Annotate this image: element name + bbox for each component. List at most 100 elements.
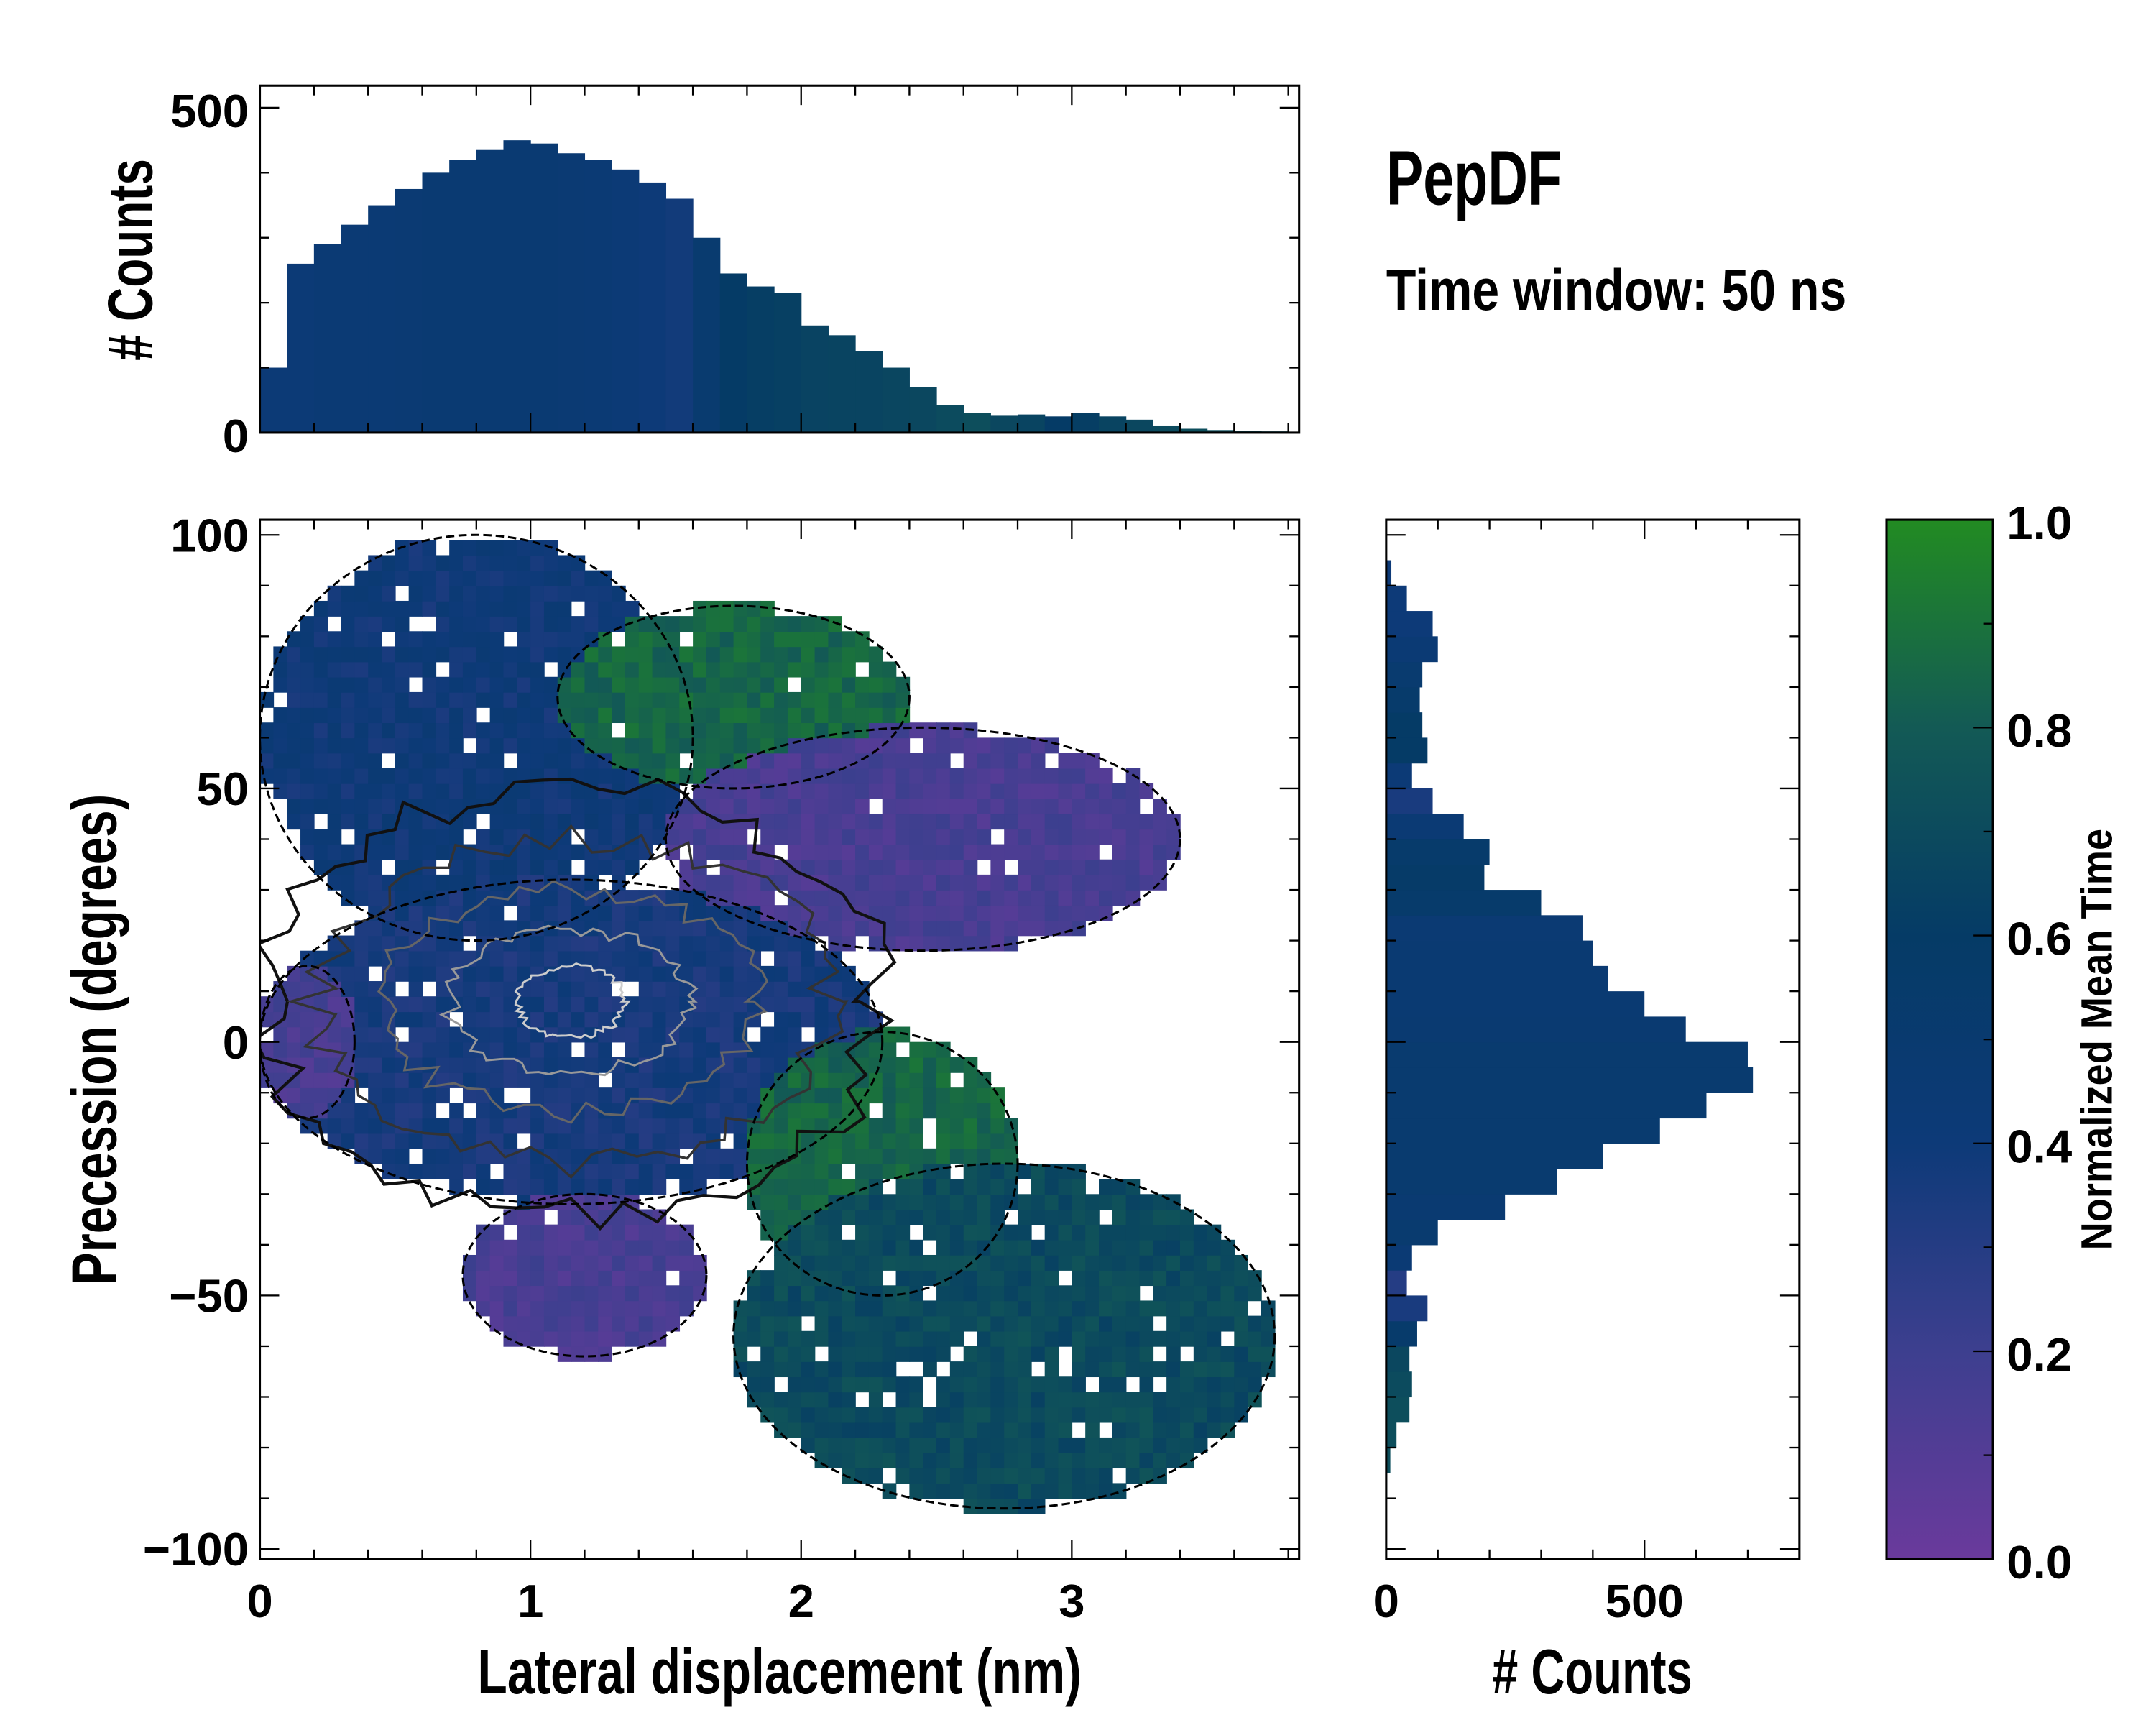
heatmap-cell — [1193, 1422, 1208, 1438]
heatmap-cell — [1125, 814, 1141, 830]
heatmap-cell — [868, 1133, 883, 1149]
heatmap-cell — [368, 874, 382, 891]
heatmap-cell — [733, 1133, 748, 1149]
heatmap-cell — [382, 646, 396, 663]
heatmap-cell — [422, 1011, 437, 1028]
heatmap-cell — [327, 768, 342, 784]
heatmap-cell — [1085, 905, 1100, 921]
heatmap-cell — [977, 783, 992, 799]
heatmap-cell — [1125, 1468, 1141, 1484]
heatmap-cell — [1018, 874, 1032, 891]
heatmap-cell — [909, 1163, 923, 1179]
heatmap-cell — [327, 1026, 342, 1043]
heatmap-cell — [828, 1163, 843, 1179]
heatmap-cell — [517, 1330, 531, 1347]
heatmap-cell — [909, 1437, 923, 1453]
heatmap-cell — [436, 950, 450, 967]
heatmap-cell — [517, 600, 531, 617]
heatmap-cell — [936, 1087, 951, 1104]
heatmap-cell — [436, 1026, 450, 1043]
heatmap-cell — [1193, 1239, 1208, 1256]
heatmap-cell — [895, 1422, 911, 1438]
heatmap-cell — [855, 1270, 870, 1287]
histogram-bar — [476, 150, 505, 433]
heatmap-cell — [842, 1209, 856, 1225]
heatmap-cell — [462, 874, 477, 891]
heatmap-cell — [679, 859, 694, 875]
heatmap-cell — [382, 1148, 396, 1164]
heatmap-cell — [828, 1407, 843, 1423]
heatmap-cell — [382, 661, 396, 678]
heatmap-cell — [1166, 1270, 1181, 1287]
heatmap-cell — [436, 1118, 450, 1134]
heatmap-cell — [665, 1163, 681, 1179]
heatmap-cell — [341, 1103, 356, 1119]
heatmap-cell — [1044, 1179, 1059, 1195]
heatmap-cell — [530, 1072, 545, 1088]
main-ylabel: Precession (degrees) — [59, 794, 130, 1285]
heatmap-cell — [814, 783, 829, 799]
heatmap-cell — [665, 646, 681, 663]
heatmap-cell — [598, 585, 612, 602]
heatmap-cell — [977, 1270, 992, 1287]
heatmap-cell — [341, 616, 356, 632]
heatmap-cell — [733, 1072, 748, 1088]
heatmap-cell — [436, 1041, 450, 1058]
heatmap-cell — [557, 814, 572, 830]
heatmap-cell — [584, 676, 599, 693]
heatmap-cell — [774, 1118, 788, 1134]
heatmap-cell — [882, 1346, 897, 1362]
heatmap-cell — [273, 676, 287, 693]
heatmap-cell — [760, 859, 775, 875]
heatmap-cell — [530, 874, 545, 891]
heatmap-cell — [462, 1118, 477, 1134]
histogram-bar — [313, 244, 342, 433]
heatmap-cell — [1031, 829, 1046, 845]
heatmap-cell — [923, 753, 937, 769]
heatmap-cell — [774, 829, 788, 845]
heatmap-cell — [489, 1133, 505, 1149]
heatmap-cell — [665, 1315, 681, 1332]
heatmap-cell — [584, 661, 599, 678]
heatmap-cell — [1044, 1422, 1059, 1438]
heatmap-cell — [923, 1453, 937, 1469]
heatmap-cell — [436, 753, 450, 769]
heatmap-cell — [543, 1011, 558, 1028]
heatmap-cell — [977, 1483, 992, 1499]
heatmap-cell — [679, 722, 694, 739]
right-histogram-ticks: 0 500 — [1373, 520, 1800, 1627]
heatmap-cell — [625, 1179, 640, 1195]
heatmap-cell — [354, 661, 369, 678]
heatmap-cell — [422, 691, 437, 708]
heatmap-cell — [665, 1057, 681, 1073]
heatmap-cell — [422, 661, 437, 678]
heatmap-cell — [719, 1087, 734, 1104]
heatmap-cell — [517, 1224, 531, 1241]
heatmap-cell — [760, 1148, 775, 1164]
heatmap-cell — [489, 1072, 505, 1088]
heatmap-cell — [990, 1300, 1005, 1317]
heatmap-cell — [949, 1209, 964, 1225]
heatmap-cell — [300, 646, 315, 663]
heatmap-cell — [543, 768, 558, 784]
heatmap-cell — [368, 768, 382, 784]
heatmap-cell — [598, 859, 612, 875]
heatmap-cell — [584, 1330, 599, 1347]
heatmap-cell — [462, 814, 477, 830]
heatmap-cell — [895, 1346, 911, 1362]
heatmap-cell — [977, 1407, 992, 1423]
heatmap-cell — [977, 1285, 992, 1302]
heatmap-cell — [787, 1300, 802, 1317]
heatmap-cell — [1085, 1270, 1100, 1287]
heatmap-cell — [855, 1087, 870, 1104]
heatmap-cell — [855, 799, 870, 815]
heatmap-cell — [462, 859, 477, 875]
heatmap-cell — [1044, 1453, 1059, 1469]
heatmap-cell — [868, 1194, 883, 1210]
heatmap-cell — [923, 1468, 937, 1484]
heatmap-cell — [571, 874, 586, 891]
heatmap-cell — [990, 783, 1005, 799]
heatmap-cell — [612, 1224, 626, 1241]
heatmap-cell — [868, 753, 883, 769]
